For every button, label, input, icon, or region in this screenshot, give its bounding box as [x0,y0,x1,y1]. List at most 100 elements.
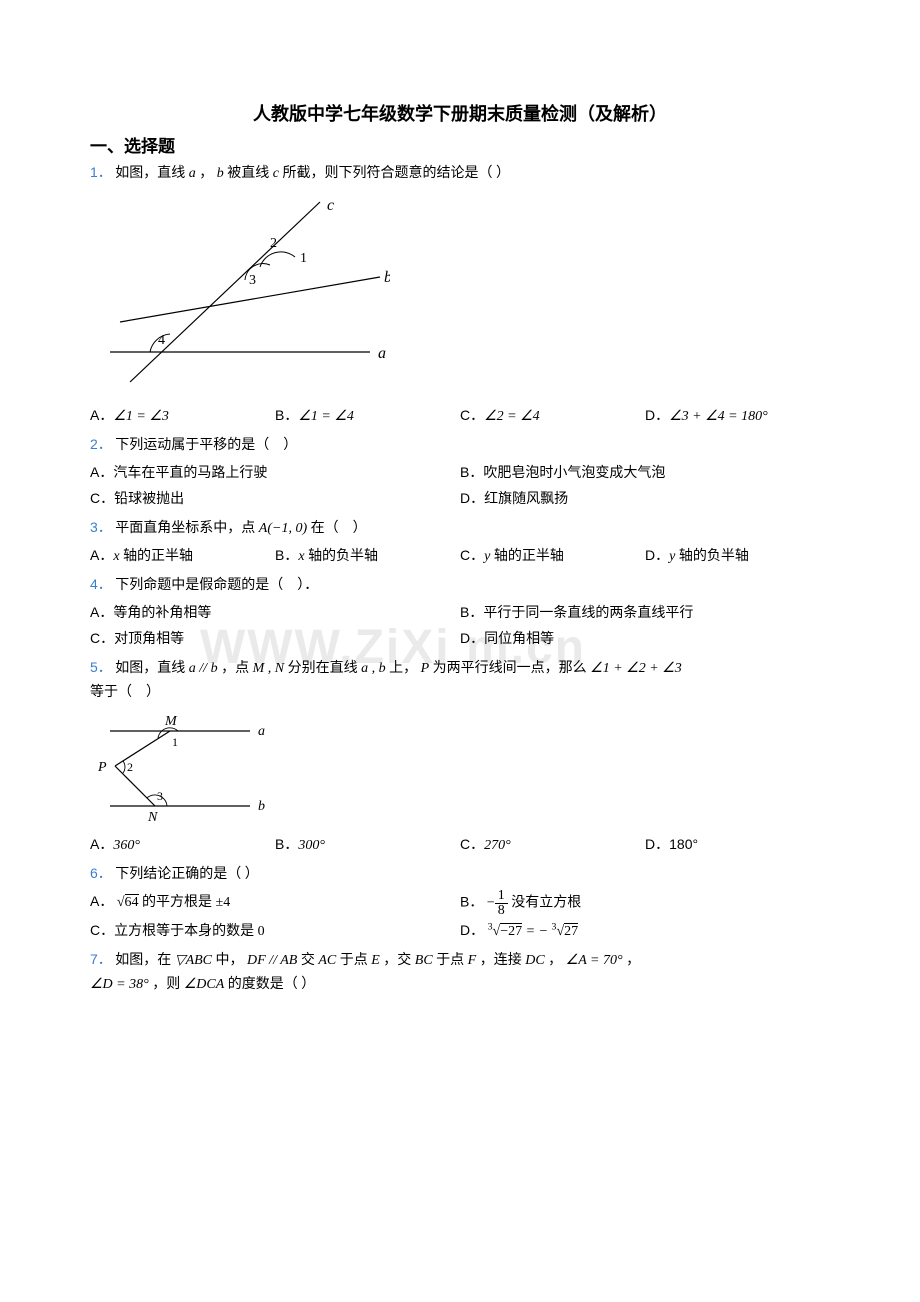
q2-opt-c: C．铅球被抛出 [90,486,460,512]
q7-f: F [468,953,477,968]
page-title: 人教版中学七年级数学下册期末质量检测（及解析） [90,100,830,126]
q7-text-c: 交 [301,953,319,968]
svg-text:b: b [384,269,390,286]
q5-ab: a , b [361,661,386,676]
q7-text-f: 于点 [436,953,468,968]
q1-var-c: c [273,166,279,181]
q5-opt-b: B．300° [275,832,460,858]
q1-text-b: 被直线 [227,166,269,181]
q3-text-b: 在（ ） [311,521,367,536]
q3-options: A．x 轴的正半轴 B．x 轴的负半轴 C．y 轴的正半轴 D．y 轴的负半轴 [90,543,830,569]
q3-opt-b: B．x 轴的负半轴 [275,543,460,569]
q2-options: A．汽车在平直的马路上行驶 B．吹肥皂泡时小气泡变成大气泡 C．铅球被抛出 D．… [90,460,830,512]
q2-opt-b: B．吹肥皂泡时小气泡变成大气泡 [460,460,830,486]
q4-options: A．等角的补角相等 B．平行于同一条直线的两条直线平行 C．对顶角相等 D．同位… [90,600,830,652]
question-3: 3． 平面直角坐标系中，点 A(−1, 0) 在（ ） [90,516,830,541]
q1-var-b: b [217,166,224,181]
svg-text:M: M [164,714,178,729]
qnum: 1． [90,164,112,180]
svg-text:c: c [327,197,334,214]
q5-text-d: 上， [389,661,417,676]
q5-ang: ∠1 + ∠2 + ∠3 [590,661,682,676]
q5-text-a: 如图，直线 [115,661,185,676]
question-5: 5． 如图，直线 a // b ，点 M , N 分别在直线 a , b 上， … [90,656,830,705]
q3-opt-c: C．y 轴的正半轴 [460,543,645,569]
qnum: 3． [90,519,112,535]
svg-text:P: P [97,760,107,775]
svg-text:b: b [258,799,265,814]
q5-text-c: 分别在直线 [288,661,358,676]
q7-e: E [371,953,380,968]
question-4: 4． 下列命题中是假命题的是（ ）． [90,573,830,598]
q3-coord: A(−1, 0) [259,521,307,536]
question-6: 6． 下列结论正确的是（ ） [90,862,830,887]
q5-opt-d: D．180° [645,832,830,858]
q5-opt-c: C．270° [460,832,645,858]
qnum: 5． [90,659,112,675]
q4-text: 下列命题中是假命题的是（ ）． [115,578,318,593]
q5-text-f: 等于（ ） [90,685,160,700]
svg-text:3: 3 [157,789,163,803]
q5-mn: M , N [253,661,285,676]
q7-text-d: 于点 [340,953,372,968]
question-7: 7． 如图，在 ▽ABC 中， DF // AB 交 AC 于点 E ，交 BC… [90,948,830,997]
q6-opt-d: D． 3√−27 = − 3√27 [460,918,830,944]
q7-angDCA: ∠DCA [184,977,225,992]
q1-opt-d: D．∠3 + ∠4 = 180° [645,403,830,429]
q7-text-i: ， [626,953,640,968]
q5-par: a // b [189,661,218,676]
svg-text:N: N [147,810,158,821]
q1-opt-a: A．∠1 = ∠3 [90,403,275,429]
svg-text:1: 1 [300,251,307,266]
q7-text-h: ， [548,953,562,968]
q7-tri: ▽ABC [175,953,212,968]
svg-text:4: 4 [158,333,165,348]
q7-text-a: 如图，在 [115,953,171,968]
q2-opt-a: A．汽车在平直的马路上行驶 [90,460,460,486]
q3-opt-d: D．y 轴的负半轴 [645,543,830,569]
q7-text-j: ，则 [152,977,180,992]
q6-options: A． √64 的平方根是 ±4 B． −18 没有立方根 C．立方根等于本身的数… [90,889,830,944]
q7-ac: AC [318,953,336,968]
q7-text-g: ，连接 [480,953,526,968]
q1-diagram: c b a 1 2 3 4 [90,192,830,397]
q6-opt-c: C．立方根等于本身的数是 0 [90,918,460,944]
section-heading: 一、选择题 [90,132,830,157]
q5-text-e: 为两平行线间一点，那么 [433,661,587,676]
q5-diagram: M N P a b 1 2 3 [90,711,830,826]
q4-opt-a: A．等角的补角相等 [90,600,460,626]
q7-text-b: 中， [216,953,244,968]
q7-dc: DC [525,953,544,968]
q4-opt-b: B．平行于同一条直线的两条直线平行 [460,600,830,626]
question-2: 2． 下列运动属于平移的是（ ） [90,433,830,458]
q7-text-e: ，交 [383,953,415,968]
q6-text: 下列结论正确的是（ ） [115,867,259,882]
q1-text-c: 所截，则下列符合题意的结论是（ ） [283,166,511,181]
q4-opt-c: C．对顶角相等 [90,626,460,652]
qnum: 7． [90,951,112,967]
q4-opt-d: D．同位角相等 [460,626,830,652]
q6-opt-b: B． −18 没有立方根 [460,889,830,918]
q2-text: 下列运动属于平移的是（ ） [115,438,297,453]
q7-df: DF // AB [247,953,297,968]
q1-options: A．∠1 = ∠3 B．∠1 = ∠4 C．∠2 = ∠4 D．∠3 + ∠4 … [90,403,830,429]
qnum: 6． [90,865,112,881]
q1-opt-c: C．∠2 = ∠4 [460,403,645,429]
q7-angA: ∠A = 70° [566,953,623,968]
svg-text:3: 3 [249,273,256,288]
svg-text:a: a [258,724,265,739]
q7-text-k: 的度数是（ ） [228,977,316,992]
q5-text-b: ，点 [221,661,249,676]
q3-text-a: 平面直角坐标系中，点 [115,521,255,536]
q2-opt-d: D．红旗随风飘扬 [460,486,830,512]
q5-p: P [421,661,430,676]
q1-opt-b: B．∠1 = ∠4 [275,403,460,429]
svg-text:1: 1 [172,735,178,749]
q1-text-a: 如图，直线 [115,166,185,181]
qnum: 4． [90,576,112,592]
q6-opt-a: A． √64 的平方根是 ±4 [90,889,460,918]
svg-text:a: a [378,345,386,362]
q5-options: A．360° B．300° C．270° D．180° [90,832,830,858]
svg-text:2: 2 [270,236,277,251]
q5-opt-a: A．360° [90,832,275,858]
